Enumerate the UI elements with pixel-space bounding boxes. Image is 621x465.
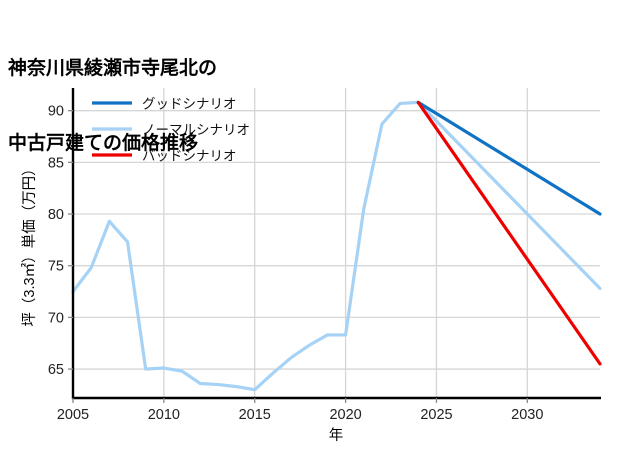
- y-tick-label-75: 75: [48, 259, 64, 275]
- plot-background: [73, 90, 600, 398]
- vertical-gridlines: [163, 88, 528, 398]
- y-tick-label-65: 65: [48, 362, 64, 378]
- y-axis-tick-marks: [68, 110, 73, 370]
- x-axis-tick-labels: 2005 2010 2015 2020 2025 2030: [57, 407, 544, 423]
- y-tick-label-80: 80: [48, 207, 64, 223]
- y-tick-label-85: 85: [48, 155, 64, 171]
- series-line-bad: [416, 100, 602, 366]
- chart-title-line-1: 神奈川県綾瀬市寺尾北の: [8, 58, 218, 80]
- legend-label-good: グッドシナリオ: [142, 97, 237, 112]
- legend-label-bad: バッドシナリオ: [142, 149, 237, 164]
- series-line-good: [416, 100, 602, 216]
- series-line-normal: [71, 100, 602, 392]
- x-tick-label-2010: 2010: [148, 407, 180, 423]
- x-tick-label-2005: 2005: [57, 407, 89, 423]
- x-tick-label-2030: 2030: [511, 407, 543, 423]
- chart-title-line-2: 中古戸建ての価格推移: [8, 133, 199, 155]
- y-tick-label-70: 70: [48, 310, 64, 326]
- x-tick-label-2025: 2025: [420, 407, 452, 423]
- x-axis-tick-marks: [72, 398, 528, 403]
- legend-label-normal: ノーマルシナリオ: [142, 123, 250, 138]
- y-axis-label: 坪（3.3㎡）単価（万円）: [21, 161, 38, 326]
- chart-title: 神奈川県綾瀬市寺尾北の 中古戸建ての価格推移: [8, 6, 217, 207]
- data-series-layer: [71, 100, 602, 392]
- x-tick-label-2020: 2020: [329, 407, 361, 423]
- y-tick-label-90: 90: [48, 104, 64, 120]
- y-axis-tick-labels: 65 70 75 80 85 90: [48, 104, 64, 378]
- x-tick-label-2015: 2015: [239, 407, 271, 423]
- x-axis-label: 年: [329, 427, 344, 444]
